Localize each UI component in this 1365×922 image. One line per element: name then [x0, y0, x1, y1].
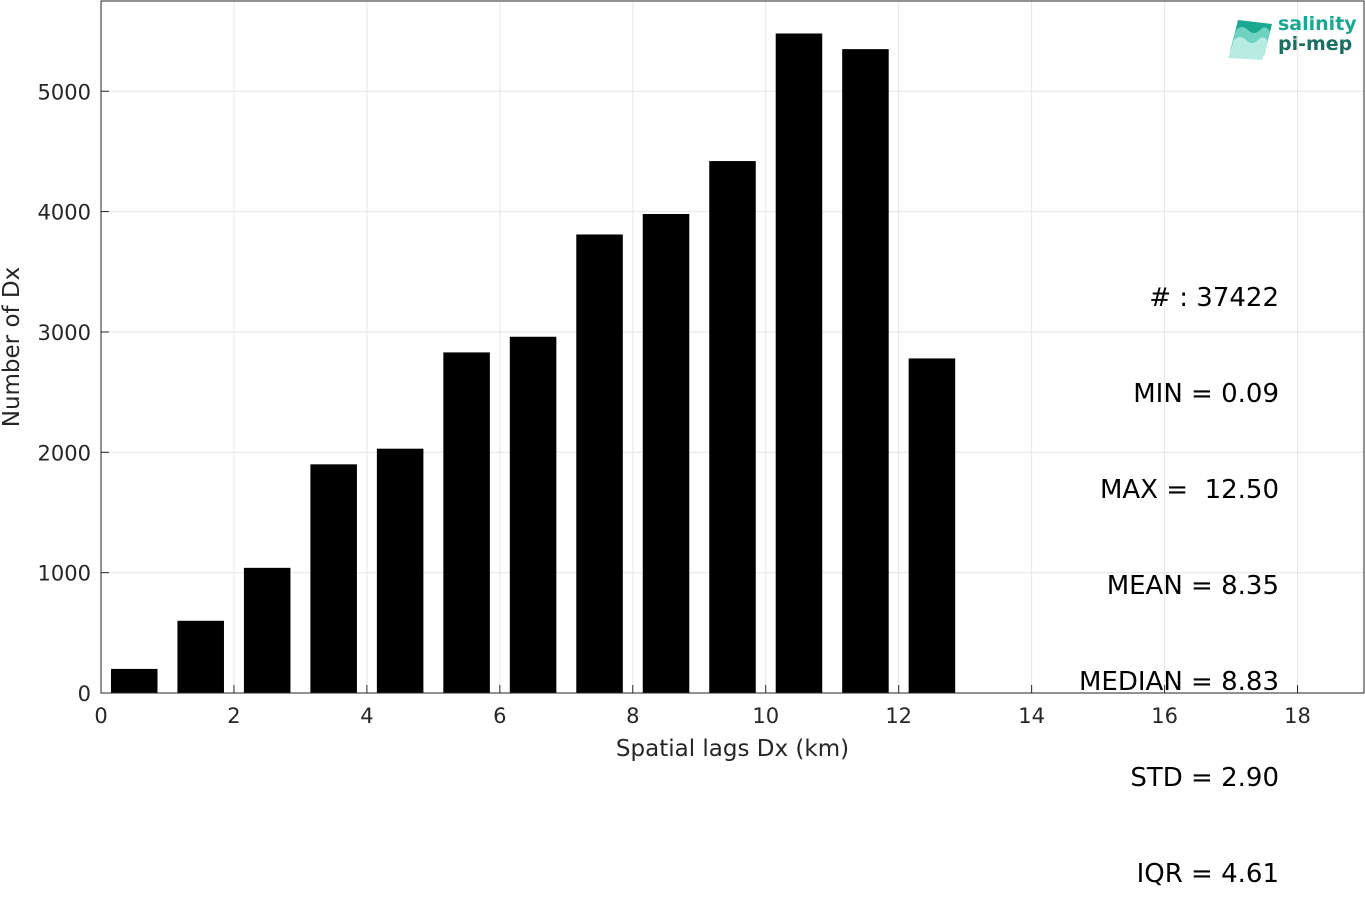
- bar: [376, 448, 424, 693]
- x-tick-label: 0: [94, 704, 107, 728]
- histogram-chart: 0 2 4 6 8 10 12 14 16 18 0 1000 2000 3000 4000 5000 Sp…: [0, 0, 1365, 762]
- bar: [243, 567, 291, 693]
- stat-max: MAX = 12.50: [1099, 475, 1279, 505]
- x-tick-label: 18: [1284, 704, 1311, 728]
- bar: [110, 668, 158, 693]
- x-axis-ticks: 0 2 4 6 8 10 12 14 16 18: [94, 685, 1311, 728]
- bar: [908, 358, 956, 693]
- y-tick-label: 3000: [38, 321, 91, 345]
- bar: [842, 49, 889, 693]
- y-tick-label: 1000: [38, 562, 91, 586]
- x-axis-label: Spatial lags Dx (km): [616, 736, 849, 762]
- logo-text-pimep: pi-mep: [1278, 33, 1353, 55]
- salinity-pimep-logo: salinity pi-mep: [1228, 14, 1358, 62]
- stat-min: MIN = 0.09: [1133, 379, 1279, 409]
- stat-std: STD = 2.90: [1130, 763, 1279, 793]
- bar: [576, 234, 623, 693]
- x-tick-label: 10: [752, 704, 779, 728]
- bar: [775, 33, 823, 694]
- plot-frame: [100, 0, 1365, 694]
- bar: [310, 464, 357, 693]
- bar: [709, 161, 756, 693]
- stat-iqr: IQR = 4.61: [1136, 859, 1279, 889]
- x-tick-label: 6: [493, 704, 506, 728]
- x-tick-label: 16: [1151, 704, 1178, 728]
- bars: [110, 33, 956, 694]
- bar: [509, 336, 557, 693]
- bar: [443, 352, 490, 693]
- stat-mean: MEAN = 8.35: [1106, 571, 1279, 601]
- y-axis-label: Number of Dx: [0, 267, 25, 428]
- logo-text-salinity: salinity: [1278, 13, 1357, 35]
- statistics-annotation: # : 37422 MIN = 0.09 MAX = 12.50 MEAN = …: [1079, 218, 1279, 922]
- y-tick-label: 4000: [38, 201, 91, 225]
- stat-median: MEDIAN = 8.83: [1079, 667, 1279, 697]
- bar: [177, 620, 224, 693]
- stat-count: # : 37422: [1149, 283, 1279, 313]
- wave-logo-icon: [1228, 20, 1272, 60]
- y-tick-label: 0: [78, 682, 91, 706]
- bar: [642, 214, 690, 693]
- x-tick-label: 4: [360, 704, 373, 728]
- x-tick-label: 14: [1018, 704, 1045, 728]
- y-axis-ticks: 0 1000 2000 3000 4000 5000: [38, 80, 109, 706]
- x-tick-label: 12: [885, 704, 912, 728]
- y-tick-label: 2000: [38, 441, 91, 465]
- x-tick-label: 8: [626, 704, 639, 728]
- x-tick-label: 2: [227, 704, 240, 728]
- y-tick-label: 5000: [38, 80, 91, 104]
